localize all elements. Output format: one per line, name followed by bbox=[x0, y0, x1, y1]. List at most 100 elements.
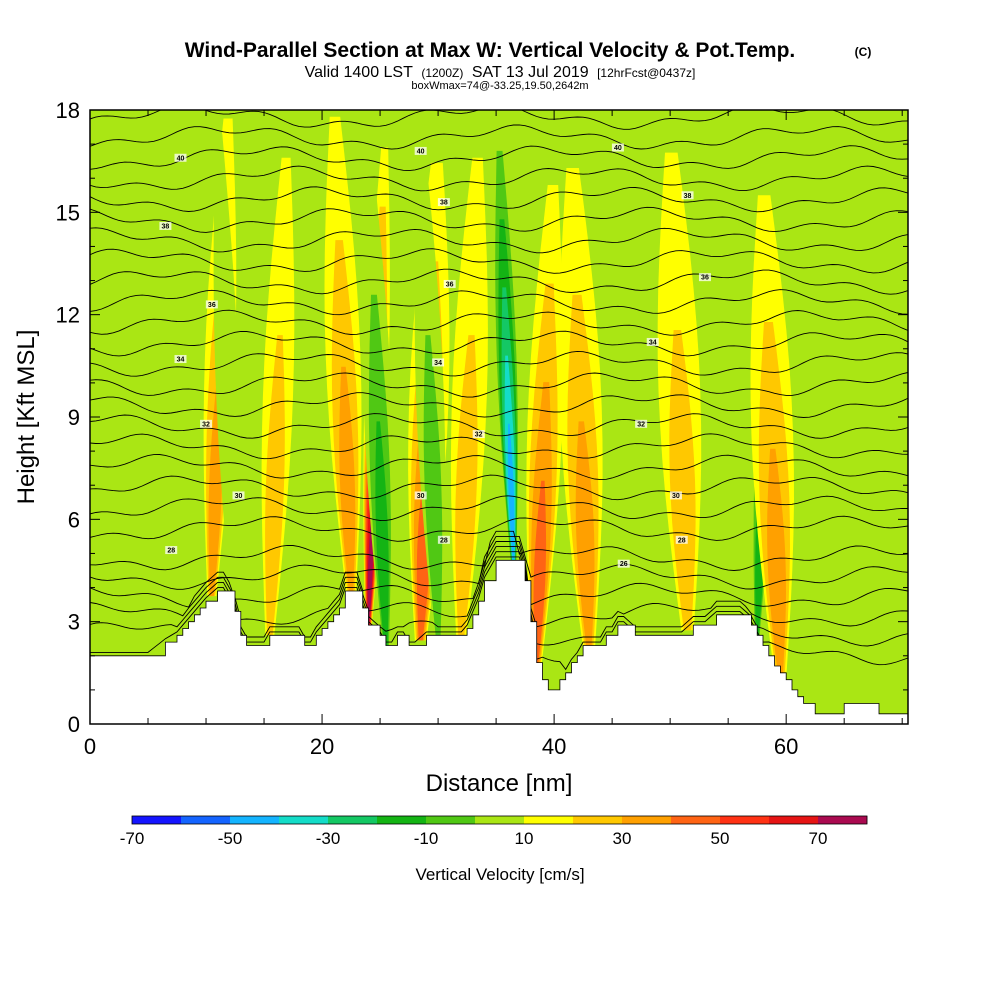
theta-isoline bbox=[90, 495, 908, 521]
isoline-label: 36 bbox=[446, 281, 454, 288]
theta-isoline bbox=[90, 186, 908, 213]
isoline-label-bg bbox=[675, 535, 688, 544]
chart-subtitle-box-wmax: boxWmax=74@-33.25,19.50,2642m bbox=[411, 80, 588, 92]
y-tick-label: 15 bbox=[56, 200, 80, 225]
isoline-label: 32 bbox=[202, 421, 210, 428]
velocity-contour bbox=[669, 330, 696, 631]
x-tick-label: 20 bbox=[310, 734, 334, 759]
velocity-contour bbox=[265, 335, 285, 636]
theta-isoline bbox=[90, 535, 908, 590]
colorbar-label: 30 bbox=[613, 829, 632, 848]
title-mark: (C) bbox=[855, 45, 872, 59]
plot-area: 40 40 40 38 38 38 36 36 36 34 34 34 32 32 32 30 30 30 28 28… bbox=[90, 110, 908, 724]
isoline-label: 34 bbox=[434, 360, 442, 367]
isoline-label: 30 bbox=[235, 493, 243, 500]
colorbar-label: -50 bbox=[218, 829, 243, 848]
colorbar-swatch bbox=[377, 816, 427, 824]
theta-isoline bbox=[90, 530, 908, 571]
isoline-label: 38 bbox=[162, 223, 170, 230]
isoline-label: 38 bbox=[440, 200, 448, 207]
colorbar-label: -10 bbox=[414, 829, 439, 848]
isoline-label: 32 bbox=[637, 421, 645, 428]
isoline-label: 26 bbox=[620, 561, 628, 568]
isoline-label-bg bbox=[437, 198, 450, 207]
isoline-label-bg bbox=[437, 535, 450, 544]
isoline-label-bg bbox=[159, 221, 172, 230]
theta-isoline bbox=[90, 330, 908, 357]
x-axis: 0 20 40 60 bbox=[84, 110, 903, 759]
subtitle-forecast: [12hrFcst@0437z] bbox=[597, 66, 695, 80]
velocity-contour bbox=[339, 366, 356, 591]
isoline-label-bg bbox=[432, 358, 445, 367]
colorbar-label: 50 bbox=[711, 829, 730, 848]
colorbar-label: 70 bbox=[809, 829, 828, 848]
velocity-contour bbox=[423, 335, 443, 636]
theta-isoline bbox=[90, 551, 908, 647]
isoline-label-bg bbox=[635, 419, 648, 428]
theta-isoline bbox=[90, 474, 908, 501]
velocity-band bbox=[526, 185, 564, 663]
isoline-label-bg bbox=[414, 491, 427, 500]
colorbar-swatch bbox=[671, 816, 721, 824]
isoline-label-bg bbox=[174, 355, 187, 364]
theta-isoline bbox=[90, 372, 908, 398]
potential-temperature-isolines: 40 40 40 38 38 38 36 36 36 34 34 34 32 32 32 30 30 30 28 28… bbox=[90, 110, 908, 671]
theta-isoline bbox=[90, 289, 908, 316]
colorbar-swatch bbox=[132, 816, 182, 824]
isoline-label-bg bbox=[681, 191, 694, 200]
theta-isoline bbox=[90, 124, 908, 150]
subtitle-valid-time: Valid 1400 LST bbox=[305, 64, 413, 81]
velocity-band bbox=[657, 152, 702, 631]
isoline-label: 40 bbox=[417, 148, 425, 155]
isoline-label: 30 bbox=[417, 493, 425, 500]
chart-subtitle: Valid 1400 LST (1200Z) SAT 13 Jul 2019 [… bbox=[305, 64, 696, 81]
isoline-label: 38 bbox=[684, 193, 692, 200]
isoline-label-bg bbox=[698, 273, 711, 282]
velocity-contour bbox=[533, 480, 547, 663]
isoline-label: 28 bbox=[678, 537, 686, 544]
theta-isoline bbox=[90, 145, 908, 172]
colorbar-swatch bbox=[475, 816, 525, 824]
x-tick-label: 60 bbox=[774, 734, 798, 759]
theta-isoline bbox=[90, 454, 908, 481]
velocity-band bbox=[414, 157, 446, 636]
theta-isoline bbox=[90, 268, 908, 295]
isoline-label-bg bbox=[232, 491, 245, 500]
theta-isoline bbox=[90, 248, 908, 274]
y-axis-title: Height [Kft MSL] bbox=[13, 330, 40, 505]
isoline-label-bg bbox=[669, 491, 682, 500]
velocity-band bbox=[559, 168, 603, 646]
isoline-label: 36 bbox=[701, 275, 709, 282]
isoline-label-bg bbox=[443, 279, 456, 288]
isoline-label: 28 bbox=[440, 537, 448, 544]
theta-isoline bbox=[90, 227, 908, 254]
colorbar-swatch bbox=[181, 816, 231, 824]
colorbar-title: Vertical Velocity [cm/s] bbox=[415, 865, 584, 884]
x-axis-title: Distance [nm] bbox=[426, 770, 573, 797]
colorbar-swatch bbox=[818, 816, 868, 824]
theta-isoline bbox=[90, 433, 908, 460]
y-tick-label: 3 bbox=[68, 610, 80, 635]
velocity-contour bbox=[839, 226, 877, 704]
isoline-label-bg bbox=[617, 559, 630, 568]
theta-isoline bbox=[90, 309, 908, 336]
theta-isoline bbox=[90, 110, 908, 130]
isoline-label-bg bbox=[611, 143, 624, 152]
theta-isoline bbox=[90, 165, 908, 192]
y-tick-label: 0 bbox=[68, 712, 80, 737]
isoline-label-bg bbox=[165, 546, 178, 555]
y-tick-label: 12 bbox=[56, 303, 80, 328]
isoline-label-bg bbox=[472, 430, 485, 439]
isoline-label: 40 bbox=[177, 155, 185, 162]
isoline-label: 40 bbox=[614, 145, 622, 152]
velocity-band bbox=[613, 147, 651, 626]
y-tick-label: 18 bbox=[56, 98, 80, 123]
theta-isoline bbox=[90, 206, 908, 233]
colorbar-swatch bbox=[279, 816, 329, 824]
terrain bbox=[90, 559, 908, 724]
colorbar-label: -30 bbox=[316, 829, 341, 848]
colorbar-swatch bbox=[328, 816, 378, 824]
isoline-label: 32 bbox=[475, 432, 483, 439]
